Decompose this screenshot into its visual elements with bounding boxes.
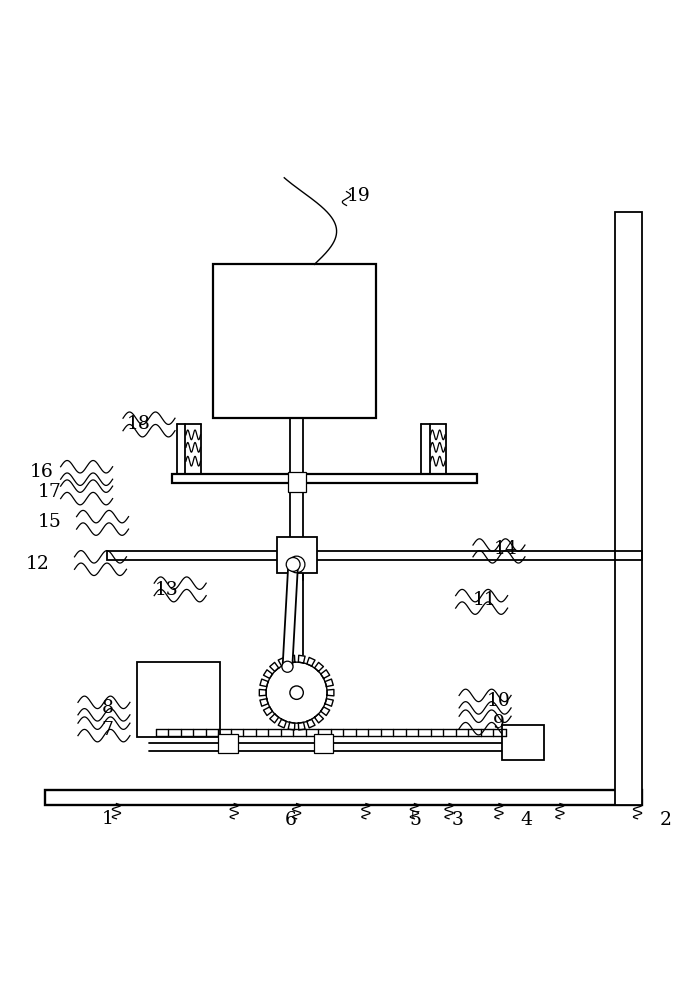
- Text: 3: 3: [451, 811, 464, 829]
- Text: 11: 11: [473, 591, 497, 609]
- Text: 10: 10: [487, 692, 511, 710]
- Text: 1: 1: [101, 810, 114, 828]
- Circle shape: [282, 661, 293, 672]
- Bar: [172, 474, 477, 483]
- Bar: [314, 734, 333, 753]
- Bar: [213, 264, 376, 418]
- Bar: [107, 551, 642, 560]
- Text: 2: 2: [659, 811, 672, 829]
- Bar: [218, 734, 238, 753]
- Text: 5: 5: [410, 811, 422, 829]
- Text: 8: 8: [101, 699, 114, 717]
- Text: 15: 15: [38, 513, 62, 531]
- Bar: [277, 537, 317, 573]
- Polygon shape: [283, 564, 298, 667]
- Text: 19: 19: [347, 187, 371, 205]
- Text: 9: 9: [493, 714, 505, 732]
- Bar: [288, 472, 306, 492]
- Text: 12: 12: [26, 555, 50, 573]
- Text: 7: 7: [101, 721, 114, 739]
- Bar: [45, 790, 642, 805]
- Text: 13: 13: [155, 581, 178, 599]
- Bar: [137, 662, 220, 737]
- Circle shape: [286, 558, 300, 571]
- Text: 6: 6: [285, 811, 297, 829]
- Text: 16: 16: [30, 463, 53, 481]
- Text: 4: 4: [520, 811, 533, 829]
- Text: 18: 18: [127, 415, 150, 433]
- Text: 14: 14: [494, 540, 518, 558]
- Bar: [502, 725, 544, 760]
- Text: 17: 17: [38, 483, 62, 501]
- Bar: [615, 212, 642, 805]
